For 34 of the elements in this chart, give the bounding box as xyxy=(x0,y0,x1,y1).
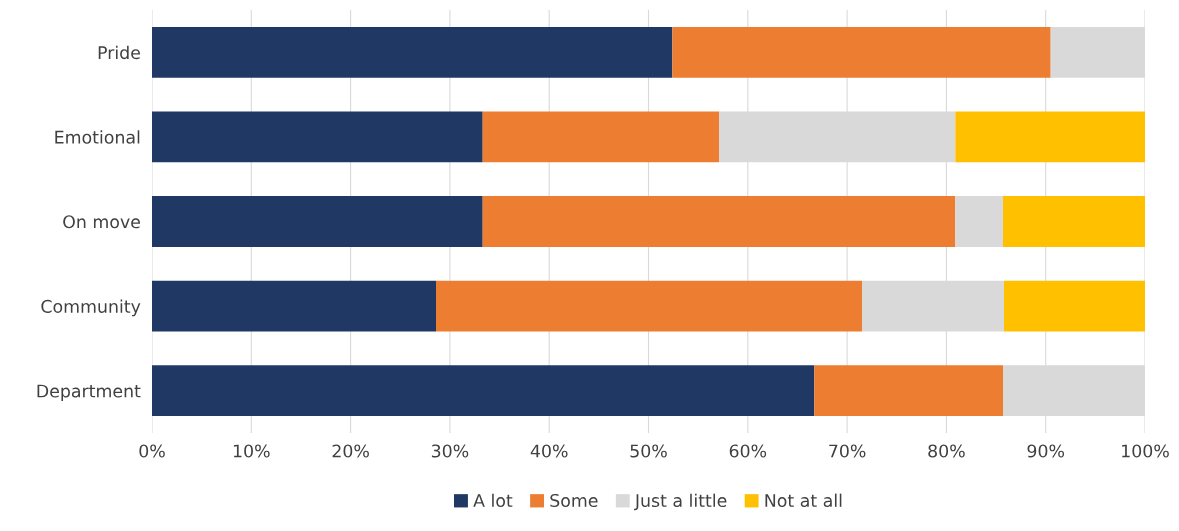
bar xyxy=(814,365,1003,417)
x-tick-label: 10% xyxy=(233,444,270,458)
legend-label: Some xyxy=(550,493,598,508)
legend-label: Just a little xyxy=(634,493,727,511)
bar xyxy=(672,26,1051,78)
x-tick-label: 70% xyxy=(829,444,866,458)
y-tick-label: Department xyxy=(37,384,141,401)
x-tick-label: 90% xyxy=(1027,444,1065,458)
bar xyxy=(955,111,1145,163)
x-tick-label: 30% xyxy=(431,444,469,458)
y-tick-label: Pride xyxy=(98,45,140,60)
bar xyxy=(482,196,956,247)
bar xyxy=(436,280,862,332)
y-tick-label: On move xyxy=(63,215,140,229)
y-tick-label: Community xyxy=(41,299,141,317)
bar xyxy=(152,196,483,247)
x-tick-label: 40% xyxy=(530,444,568,458)
x-tick-label: 0% xyxy=(139,444,165,458)
x-tick-label: 100% xyxy=(1122,444,1169,458)
y-tick-label: Emotional xyxy=(55,130,140,144)
legend-label: Not at all xyxy=(765,493,842,508)
legend-label: A lot xyxy=(473,493,513,508)
x-tick-label: 80% xyxy=(928,444,965,458)
bar xyxy=(152,365,815,417)
bar xyxy=(1003,196,1145,247)
x-tick-label: 50% xyxy=(630,444,667,458)
x-tick-label: 60% xyxy=(729,444,767,458)
bar xyxy=(1003,280,1145,332)
bar xyxy=(152,111,483,163)
bar xyxy=(482,111,719,163)
bar xyxy=(152,26,673,78)
bar xyxy=(955,196,1003,247)
x-tick-label: 20% xyxy=(332,444,369,458)
bar xyxy=(152,280,436,332)
